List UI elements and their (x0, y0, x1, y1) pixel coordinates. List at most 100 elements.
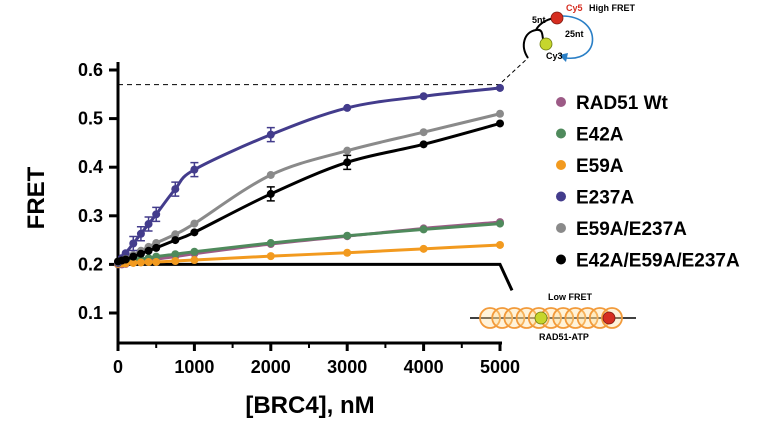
loop-arrow-head (559, 53, 568, 62)
data-point (171, 250, 180, 259)
high-fret-diagram: Cy5 High FRET 5nt 25nt Cy3 (501, 3, 635, 83)
data-point (171, 236, 180, 245)
data-point (136, 249, 145, 258)
data-point (343, 248, 352, 257)
data-point (144, 257, 153, 266)
data-point (496, 240, 504, 249)
data-point (343, 146, 352, 155)
legend-label: E42A/E59A/E237A (576, 251, 740, 272)
y-tick-label: 0.5 (78, 109, 103, 129)
rad51-monomer-icon (503, 307, 526, 329)
axes: 0.1 0.2 0.3 0.4 0.5 0.6 0 1000 2000 3000 4000 5000 (78, 60, 520, 377)
data-point (419, 140, 428, 149)
data-point (121, 249, 130, 258)
data-point (152, 257, 161, 266)
rad51-monomer-icon (564, 307, 587, 329)
data-point (419, 225, 428, 234)
loop-arrow (561, 15, 594, 59)
data-point (343, 231, 352, 240)
data-point (419, 128, 428, 137)
y-ticks: 0.1 0.2 0.3 0.4 0.5 0.6 (78, 60, 118, 323)
x-axis-title: [BRC4], nM (245, 392, 374, 419)
cy3-label: Cy3 (546, 51, 563, 61)
error-bar (343, 154, 352, 171)
loop-25nt-label: 25nt (565, 29, 584, 39)
cy3-dye-icon-low (534, 311, 548, 325)
legend-marker (556, 97, 566, 107)
cy5-label: Cy5 (566, 3, 583, 13)
legend-label: E237A (576, 188, 634, 209)
rad51-monomer-icon (479, 307, 501, 329)
cy3-dye-icon (539, 37, 553, 51)
rad51-monomer-icon (576, 307, 599, 329)
x-tick-label: 1000 (174, 357, 214, 377)
error-bar (266, 126, 275, 143)
data-point (190, 219, 199, 228)
legend-label: E42A (576, 125, 624, 146)
x-tick-label: 3000 (327, 357, 367, 377)
legend-marker (556, 254, 566, 265)
error-bar (129, 235, 138, 252)
low-fret-diagram: Low FRET RAD51-ATP (470, 292, 636, 342)
rad51-filament (479, 307, 623, 329)
legend-marker (556, 223, 566, 233)
y-tick-label: 0.1 (78, 303, 103, 323)
x-ticks: 0 1000 2000 3000 4000 5000 (113, 343, 520, 377)
legend-marker (556, 191, 566, 202)
data-point (190, 228, 199, 237)
data-point (419, 244, 428, 253)
legend-marker (556, 160, 566, 170)
y-tick-label: 0.3 (78, 206, 103, 226)
data-point (129, 252, 138, 261)
cy5-dye-icon-low (602, 311, 616, 325)
series-layer (114, 83, 504, 269)
data-point (152, 243, 161, 252)
legend-label: E59A (576, 156, 624, 177)
legend-marker (556, 128, 566, 139)
data-point (121, 255, 130, 264)
x-tick-label: 5000 (480, 357, 520, 377)
data-point (171, 256, 180, 265)
data-point (129, 258, 138, 267)
x-tick-label: 2000 (251, 357, 291, 377)
error-bar (171, 181, 180, 197)
data-point (190, 256, 199, 265)
error-bar (190, 161, 199, 178)
y-tick-label: 0.6 (78, 60, 103, 80)
data-point (419, 92, 428, 101)
rad51-monomer-icon (491, 307, 514, 329)
data-point (496, 109, 504, 118)
x-tick-label: 0 (113, 357, 123, 377)
rad51-monomer-icon (552, 307, 575, 329)
data-point (190, 247, 199, 256)
data-point (496, 119, 504, 128)
error-bar (152, 206, 161, 223)
data-point (144, 246, 153, 255)
error-bar (266, 186, 275, 202)
high-fret-label: High FRET (589, 3, 635, 13)
data-point (171, 230, 180, 239)
legend-label: E59A/E237A (576, 219, 687, 240)
data-point (343, 103, 352, 112)
data-point (136, 258, 145, 267)
gap-5nt-label: 5nt (532, 15, 546, 25)
y-axis-title: FRET (23, 166, 50, 229)
cy5-dye-icon (550, 11, 564, 25)
data-point (496, 219, 504, 228)
x-tick-label: 4000 (404, 357, 444, 377)
legend-label: RAD51 Wt (576, 93, 669, 114)
low-fret-label: Low FRET (548, 292, 592, 302)
y-tick-label: 0.2 (78, 254, 103, 274)
high-fret-dash-leader (501, 57, 529, 83)
error-bar (144, 216, 153, 232)
data-point (266, 252, 275, 261)
data-point (266, 239, 275, 248)
rad51-atp-label: RAD51-ATP (539, 332, 589, 342)
data-point (496, 83, 504, 92)
low-fret-reference-line (118, 262, 514, 292)
data-point (266, 170, 275, 179)
y-tick-label: 0.4 (78, 157, 103, 177)
legend: RAD51 Wt E42A E59A E237A E59A/E237A E42A/E59A… (556, 93, 740, 272)
error-bar (136, 226, 145, 242)
